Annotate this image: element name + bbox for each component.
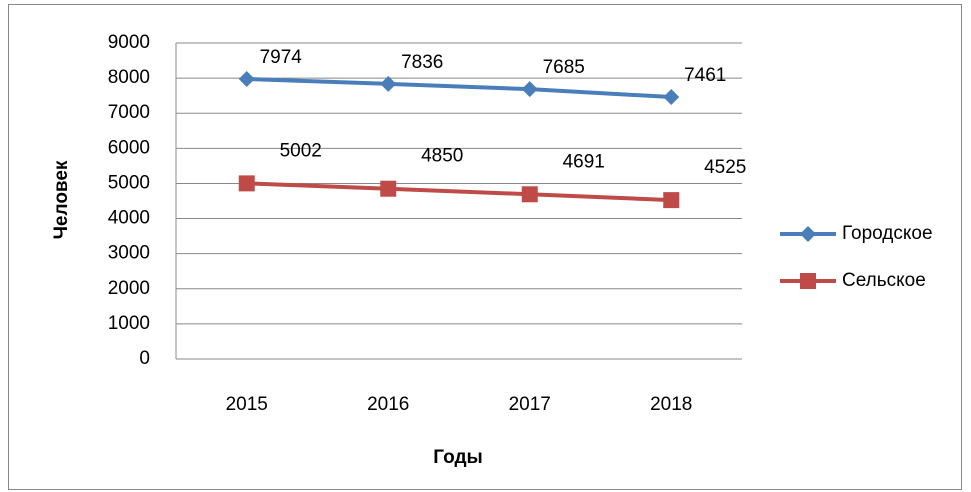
data-label: 4850 [421,146,463,167]
x-tick-label: 2017 [509,394,551,415]
marker [238,71,255,88]
marker [521,186,538,203]
marker [663,192,680,209]
data-label: 7461 [684,65,726,86]
marker [380,180,397,197]
y-tick-label: 8000 [108,67,150,88]
data-label: 4691 [563,151,605,172]
x-axis-title: Годы [433,447,482,468]
y-tick-label: 7000 [108,102,150,123]
y-tick-label: 5000 [108,172,150,193]
legend-marker [800,273,816,289]
data-label: 4525 [704,157,746,178]
marker [238,175,255,192]
legend-marker [800,226,816,242]
legend-label: Городское [842,223,933,244]
x-tick-label: 2018 [650,394,692,415]
series-line [246,77,672,100]
chart-frame [8,4,962,490]
y-tick-label: 3000 [108,243,150,264]
data-label: 7836 [401,52,443,73]
y-tick-label: 1000 [108,313,150,334]
y-tick-label: 6000 [108,137,150,158]
y-axis-title: Человек [51,160,72,239]
data-label: 5002 [280,140,322,161]
data-label: 7685 [543,57,585,78]
y-tick-label: 9000 [108,32,150,53]
marker [521,81,538,98]
marker [380,75,397,92]
y-tick-label: 0 [139,348,150,369]
x-tick-label: 2016 [367,394,409,415]
y-tick-label: 2000 [108,278,150,299]
x-tick-label: 2015 [226,394,268,415]
data-label: 7974 [260,47,303,68]
legend-label: Сельское [842,270,926,291]
series-line [246,181,672,203]
y-tick-label: 4000 [108,208,150,229]
marker [663,89,680,106]
